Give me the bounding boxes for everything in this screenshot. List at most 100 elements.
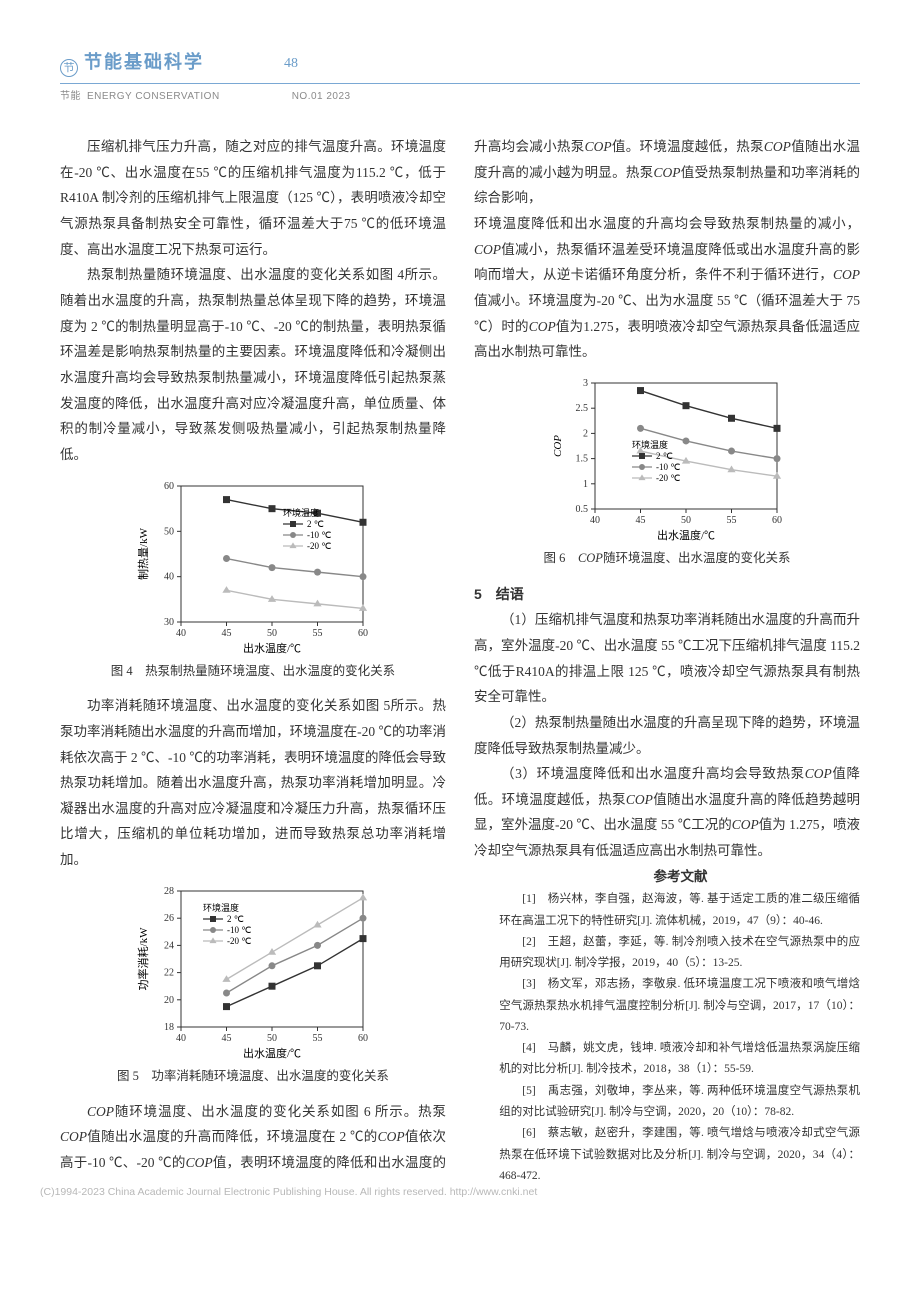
svg-text:55: 55: [727, 515, 737, 526]
text: （3）环境温度降低和出水温度升高均会导致热泵: [501, 766, 805, 781]
svg-text:-10 ℃: -10 ℃: [307, 530, 331, 540]
cop-term: COP: [626, 792, 653, 807]
svg-text:60: 60: [358, 1033, 368, 1044]
cop-term: COP: [378, 1129, 405, 1144]
text: 值。环境温度越低，热泵: [612, 139, 764, 154]
svg-text:30: 30: [164, 617, 174, 628]
svg-text:0.5: 0.5: [576, 504, 589, 515]
svg-text:28: 28: [164, 886, 174, 897]
svg-text:50: 50: [267, 1033, 277, 1044]
figure-6: 40455055600.511.522.53出水温度/℃COP环境温度2 ℃-1…: [474, 373, 860, 571]
cop-term: COP: [732, 817, 759, 832]
svg-text:22: 22: [164, 967, 174, 978]
paragraph: 热泵制热量随环境温度、出水温度的变化关系如图 4所示。随着出水温度的升高，热泵制…: [60, 262, 446, 467]
svg-text:40: 40: [176, 628, 186, 639]
cop-term: COP: [764, 139, 791, 154]
svg-text:出水温度/℃: 出水温度/℃: [243, 641, 301, 655]
subheader-cn: 节能: [60, 87, 81, 106]
cop-term: COP: [87, 1104, 114, 1119]
svg-text:2 ℃: 2 ℃: [656, 451, 673, 461]
text: 值随出水温度的升高而降低，环境温度在 2 ℃的: [87, 1129, 378, 1144]
chart-fig5: 40 45 50 55 60 18 20 22 24 26 28 出水温度/℃ 功率消耗/kW 环境温度2…: [133, 881, 373, 1061]
svg-text:COP: COP: [552, 435, 564, 457]
text: 环境温度降低和出水温度的升高均会导致热泵制热量的减小，: [474, 216, 860, 231]
svg-text:1.5: 1.5: [576, 454, 589, 465]
reference-item: [4] 马麟，姚文虎，钱坤. 喷液冷却和补气增焓低温热泵涡旋压缩机的对比分析[J…: [474, 1038, 860, 1081]
svg-text:55: 55: [313, 1033, 323, 1044]
fig6-caption: 图 6 COP随环境温度、出水温度的变化关系: [474, 547, 860, 571]
sub-header: 节能 ENERGY CONSERVATION NO.01 2023: [60, 87, 860, 106]
svg-text:60: 60: [164, 481, 174, 492]
subheader-en: ENERGY CONSERVATION: [87, 87, 220, 106]
svg-text:40: 40: [164, 571, 174, 582]
svg-text:26: 26: [164, 913, 174, 924]
svg-text:出水温度/℃: 出水温度/℃: [243, 1046, 301, 1060]
svg-text:40: 40: [590, 515, 600, 526]
svg-text:60: 60: [772, 515, 782, 526]
conclusion-3: （3）环境温度降低和出水温度升高均会导致热泵COP值降低。环境温度越低，热泵CO…: [474, 761, 860, 864]
cop-term: COP: [60, 1129, 87, 1144]
svg-text:18: 18: [164, 1022, 174, 1033]
svg-text:20: 20: [164, 995, 174, 1006]
svg-text:45: 45: [222, 1033, 232, 1044]
svg-text:60: 60: [358, 628, 368, 639]
conclusion-2: （2）热泵制热量随出水温度的升高呈现下降的趋势，环境温度降低导致热泵制热量减少。: [474, 710, 860, 761]
cop-term: COP: [805, 766, 832, 781]
svg-text:-10 ℃: -10 ℃: [227, 925, 251, 935]
svg-text:3: 3: [583, 378, 588, 389]
footer-text: (C)1994-2023 China Academic Journal Elec…: [0, 1183, 920, 1203]
svg-text:24: 24: [164, 940, 174, 951]
cop-term: COP: [474, 242, 501, 257]
chart-fig4: 404550556030405060出水温度/℃制热量/kW环境温度2 ℃-10…: [133, 476, 373, 656]
svg-text:-20 ℃: -20 ℃: [307, 541, 331, 551]
svg-text:40: 40: [176, 1033, 186, 1044]
page-header: 节 节能基础科学 48: [60, 45, 860, 84]
page-number: 48: [284, 51, 298, 80]
reference-item: [5] 禹志强，刘敬坤，李丛来，等. 两种低环境温度空气源热泵机组的对比试验研究…: [474, 1081, 860, 1124]
issue-label: NO.01 2023: [292, 87, 351, 106]
svg-text:环境温度: 环境温度: [632, 439, 668, 450]
conclusion-1: （1）压缩机排气温度和热泵功率消耗随出水温度的升高而升高，室外温度-20 ℃、出…: [474, 607, 860, 710]
cop-term: COP: [654, 165, 681, 180]
fig6-caption-prefix: 图 6: [544, 551, 578, 565]
text: 随环境温度、出水温度的变化关系如图 6 所示。热泵: [114, 1104, 446, 1119]
svg-text:出水温度/℃: 出水温度/℃: [657, 528, 715, 542]
svg-text:环境温度: 环境温度: [203, 902, 239, 913]
paragraph: 功率消耗随环境温度、出水温度的变化关系如图 5所示。热泵功率消耗随出水温度的升高…: [60, 693, 446, 872]
svg-text:制热量/kW: 制热量/kW: [137, 527, 150, 580]
svg-text:45: 45: [222, 628, 232, 639]
svg-text:-20 ℃: -20 ℃: [656, 473, 680, 483]
figure-4: 404550556030405060出水温度/℃制热量/kW环境温度2 ℃-10…: [60, 476, 446, 684]
logo-icon: 节: [60, 59, 78, 77]
cop-term: COP: [529, 319, 556, 334]
cop-term: COP: [585, 139, 612, 154]
svg-text:环境温度: 环境温度: [283, 507, 319, 518]
svg-text:-10 ℃: -10 ℃: [656, 462, 680, 472]
references-heading: 参考文献: [474, 864, 860, 890]
fig6-caption-suffix: 随环境温度、出水温度的变化关系: [603, 551, 791, 565]
fig4-caption: 图 4 热泵制热量随环境温度、出水温度的变化关系: [60, 660, 446, 684]
svg-text:2 ℃: 2 ℃: [307, 519, 324, 529]
reference-item: [2] 王超，赵蕾，李延，等. 制冷剂喷入技术在空气源热泵中的应用研究现状[J]…: [474, 932, 860, 975]
references-list: [1] 杨兴林，李自强，赵海波，等. 基于适定工质的准二级压缩循环在高温工况下的…: [474, 889, 860, 1187]
reference-item: [1] 杨兴林，李自强，赵海波，等. 基于适定工质的准二级压缩循环在高温工况下的…: [474, 889, 860, 932]
svg-text:55: 55: [313, 628, 323, 639]
text: 值减小，热泵循环温差受环境温度降低或出水温度升高的影响而增大，从逆卡诺循环角度分…: [474, 242, 860, 283]
svg-text:2.5: 2.5: [576, 403, 589, 414]
section-5-head: 5 结语: [474, 581, 860, 608]
svg-text:45: 45: [636, 515, 646, 526]
svg-text:50: 50: [267, 628, 277, 639]
figure-5: 40 45 50 55 60 18 20 22 24 26 28 出水温度/℃ 功率消耗/kW 环境温度2…: [60, 881, 446, 1089]
cop-term: COP: [186, 1155, 213, 1170]
svg-text:功率消耗/kW: 功率消耗/kW: [136, 927, 150, 991]
svg-text:2 ℃: 2 ℃: [227, 914, 244, 924]
cop-term: COP: [578, 551, 603, 565]
header-title: 节能基础科学: [84, 45, 204, 79]
cop-term: COP: [833, 267, 860, 282]
reference-item: [6] 蔡志敏，赵密升，李建围，等. 喷气增焓与喷液冷却式空气源热泵在低环境下试…: [474, 1123, 860, 1187]
chart-fig6: 40455055600.511.522.53出水温度/℃COP环境温度2 ℃-1…: [547, 373, 787, 543]
svg-text:-20 ℃: -20 ℃: [227, 936, 251, 946]
reference-item: [3] 杨文军，邓志扬，李敬泉. 低环境温度工况下喷液和喷气增焓空气源热泵热水机…: [474, 974, 860, 1038]
svg-text:2: 2: [583, 428, 588, 439]
svg-text:1: 1: [583, 479, 588, 490]
